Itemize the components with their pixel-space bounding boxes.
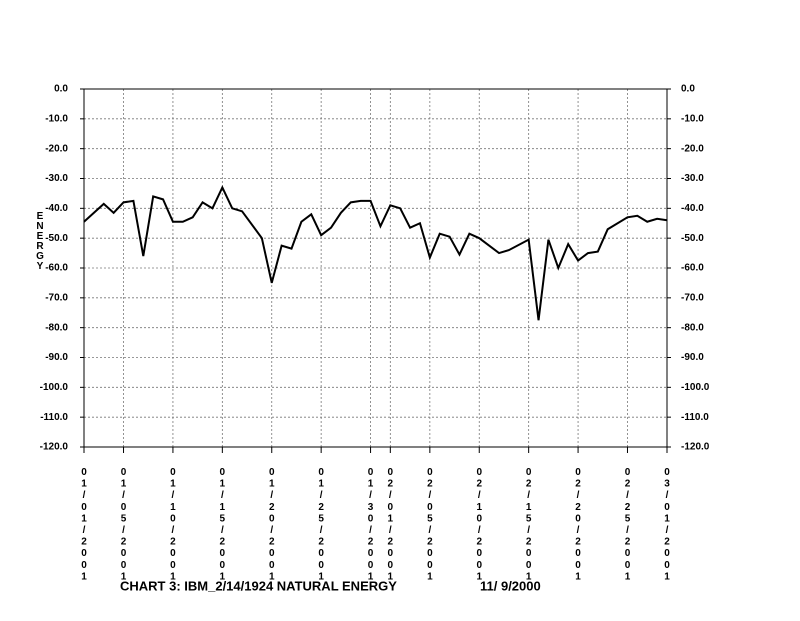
x-tick-label: 0 2/0 1/2 0 0 1 [388, 467, 394, 582]
y-tick-label: -70.0 [45, 292, 68, 303]
y-tick-label: -60.0 [45, 263, 68, 274]
y-tick-label: -110.0 [40, 412, 68, 423]
y2-tick-label: 0.0 [681, 84, 695, 95]
x-tick-label: 0 1/0 1/2 0 0 1 [81, 467, 87, 582]
y2-tick-label: -50.0 [681, 233, 704, 244]
x-tick-label: 0 3/0 1/2 0 0 1 [664, 467, 670, 582]
y2-tick-label: -100.0 [681, 382, 710, 393]
y-tick-label: 0.0 [54, 84, 68, 95]
y2-tick-label: -80.0 [681, 322, 704, 333]
y-tick-label: -40.0 [45, 203, 68, 214]
x-tick-label: 0 2/2 5/2 0 0 1 [625, 467, 631, 582]
x-tick-label: 0 2/1 0/2 0 0 1 [476, 467, 482, 582]
y2-tick-label: -30.0 [681, 173, 704, 184]
y-tick-label: -90.0 [45, 352, 68, 363]
y2-tick-label: -60.0 [681, 263, 704, 274]
y-tick-label: -120.0 [40, 442, 69, 453]
x-tick-label: 0 2/1 5/2 0 0 1 [526, 467, 532, 582]
chart-subtitle: 11/ 9/2000 [480, 578, 541, 593]
x-tick-label: 0 2/0 5/2 0 0 1 [427, 467, 433, 582]
y-tick-label: -50.0 [45, 233, 68, 244]
y2-tick-label: -70.0 [681, 292, 704, 303]
y-tick-label: -80.0 [45, 322, 68, 333]
plot-frame [83, 88, 668, 448]
y2-tick-label: -120.0 [681, 442, 710, 453]
x-tick-label: 0 1/1 0/2 0 0 1 [170, 467, 176, 582]
x-tick-label: 0 1/0 5/2 0 0 1 [121, 467, 127, 582]
y-tick-label: -20.0 [45, 143, 68, 154]
y-tick-label: -10.0 [45, 113, 68, 124]
y2-tick-label: -90.0 [681, 352, 704, 363]
y2-tick-label: -20.0 [681, 143, 704, 154]
y2-tick-label: -110.0 [681, 412, 709, 423]
y-tick-label: -100.0 [40, 382, 69, 393]
y-tick-label: -30.0 [45, 173, 68, 184]
y2-tick-label: -10.0 [681, 113, 704, 124]
x-tick-label: 0 2/2 0/2 0 0 1 [575, 467, 581, 582]
line-series [83, 185, 668, 321]
x-tick-label: 0 1/2 0/2 0 0 1 [269, 467, 275, 582]
x-tick-label: 0 1/1 5/2 0 0 1 [220, 467, 226, 582]
y2-tick-label: -40.0 [681, 203, 704, 214]
x-tick-label: 0 1/2 5/2 0 0 1 [318, 467, 324, 582]
chart-title: CHART 3: IBM_2/14/1924 NATURAL ENERGY [120, 578, 397, 593]
x-tick-label: 0 1/3 0/2 0 0 1 [368, 467, 374, 582]
